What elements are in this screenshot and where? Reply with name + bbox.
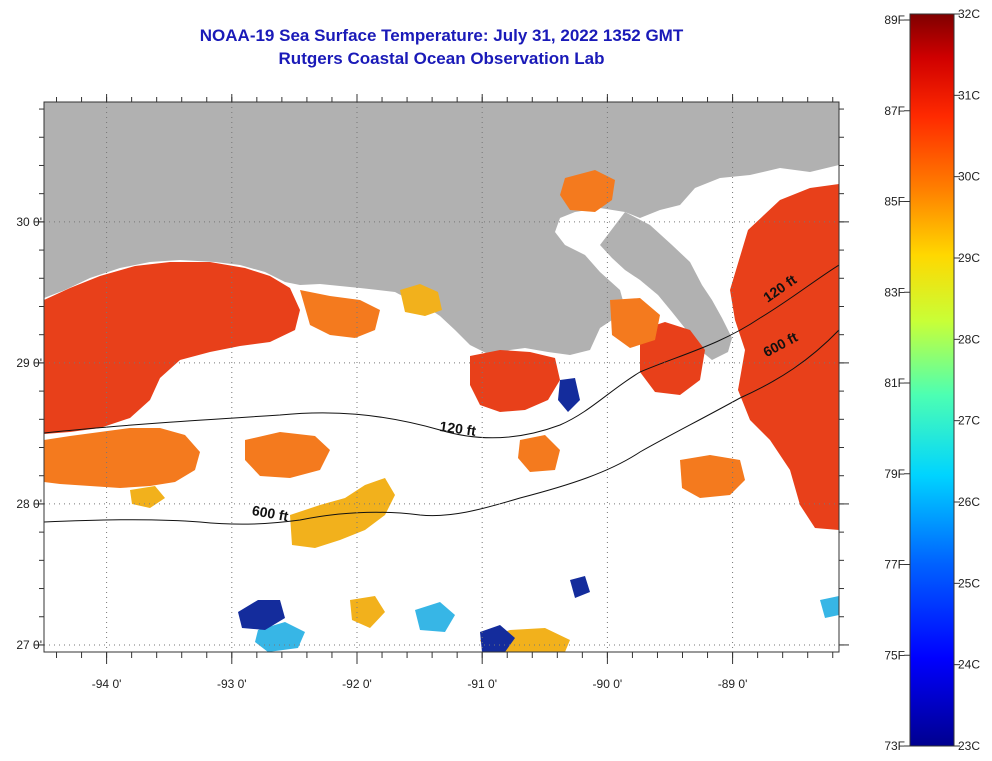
map-frame-border [43, 101, 840, 653]
colorbar-c-label: 26C [958, 495, 980, 509]
colorbar-f-label: 79F [884, 467, 905, 481]
lat-tick-label: 29 0' [16, 356, 42, 370]
contour-label: 120 ft [439, 418, 478, 439]
colorbar [909, 13, 955, 747]
sst-mid-patches [130, 284, 570, 652]
colorbar-c-label: 30C [958, 170, 980, 184]
colorbar-f-label: 85F [884, 195, 905, 209]
colorbar-c-label: 25C [958, 576, 980, 590]
map-subtitle: Rutgers Coastal Ocean Observation Lab [278, 49, 605, 68]
contour-label: 600 ft [251, 502, 290, 524]
colorbar-c-label: 23C [958, 739, 980, 753]
sst-warm-patches [44, 170, 745, 498]
delta-land [600, 212, 732, 360]
contour-600ft [44, 329, 839, 525]
colorbar-f-label: 77F [884, 558, 905, 572]
colorbar-labels: 89F 87F 85F 83F 81F 79F 77F 75F 73F 32C 31C 30C 29C 2… [884, 7, 980, 753]
colorbar-f-label: 81F [884, 376, 905, 390]
axis-ticks [34, 94, 849, 664]
lon-tick-label: -91 0' [467, 677, 497, 691]
bathymetry-contours [44, 264, 839, 525]
colorbar-f-label: 75F [884, 648, 905, 662]
lat-tick-label: 27 0' [16, 638, 42, 652]
colorbar-c-label: 27C [958, 414, 980, 428]
axis-labels: -94 0' -93 0' -92 0' -91 0' -90 0' -89 0' 30 0… [16, 215, 747, 691]
contour-120ft [44, 264, 839, 439]
sst-cool-patches [255, 596, 839, 652]
colorbar-c-label: 24C [958, 658, 980, 672]
graticule-lines [44, 102, 839, 652]
lon-tick-label: -89 0' [718, 677, 748, 691]
sst-cold-patches [238, 378, 590, 652]
lon-tick-label: -92 0' [342, 677, 372, 691]
lat-tick-label: 30 0' [16, 215, 42, 229]
lon-tick-label: -93 0' [217, 677, 247, 691]
colorbar-c-label: 31C [958, 88, 980, 102]
lon-tick-label: -90 0' [593, 677, 623, 691]
colorbar-f-label: 89F [884, 13, 905, 27]
map-title: NOAA-19 Sea Surface Temperature: July 31… [199, 26, 684, 45]
colorbar-c-label: 32C [958, 7, 980, 21]
land-mass [44, 102, 839, 355]
colorbar-f-label: 73F [884, 739, 905, 753]
lat-tick-label: 28 0' [16, 497, 42, 511]
colorbar-f-label: 87F [884, 104, 905, 118]
colorbar-c-label: 29C [958, 251, 980, 265]
lon-tick-label: -94 0' [92, 677, 122, 691]
colorbar-c-label: 28C [958, 332, 980, 346]
colorbar-f-label: 83F [884, 285, 905, 299]
sst-hot-patches [44, 184, 839, 530]
